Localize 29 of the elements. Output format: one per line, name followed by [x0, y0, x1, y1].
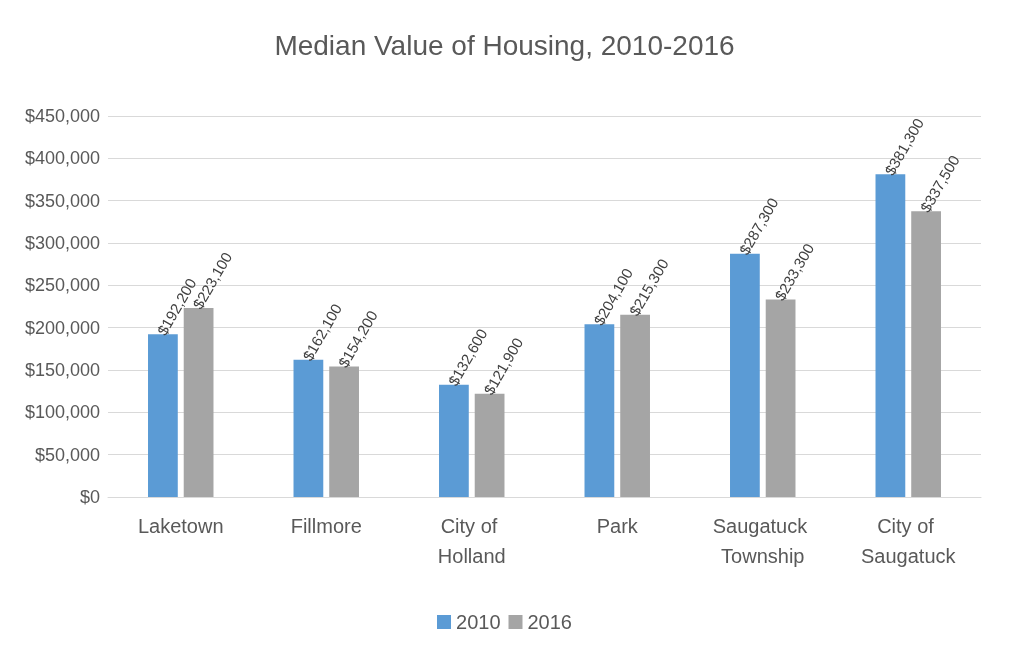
y-tick-label: $250,000 [24, 275, 100, 296]
x-tick-label: City of Saugatuck [860, 515, 957, 567]
y-tick-label: $50,000 [34, 444, 100, 465]
bar [911, 211, 941, 497]
x-tick-label: Fillmore [290, 515, 362, 537]
y-tick-label: $300,000 [24, 233, 100, 253]
y-tick-label: $450,000 [24, 106, 100, 126]
bar [293, 359, 324, 497]
bar [730, 253, 760, 497]
bar [584, 324, 615, 497]
x-tick-label: Laketown [137, 515, 224, 537]
y-tick-label: $0 [79, 487, 100, 507]
legend-label: 2016 [527, 611, 572, 633]
y-tick-label: $200,000 [24, 317, 100, 338]
x-tick-label: Saugatuck Township [712, 515, 813, 567]
bar [875, 174, 906, 497]
y-tick-label: $400,000 [24, 148, 100, 169]
bar [439, 384, 469, 497]
x-tick-label: Park [596, 515, 639, 537]
bar [765, 299, 796, 497]
legend-label: 2010 [456, 611, 501, 633]
bar [474, 393, 505, 497]
chart-title: Median Value of Housing, 2010-2016 [274, 29, 735, 61]
y-tick-label: $350,000 [24, 190, 100, 211]
x-tick-label: City of Holland [437, 515, 506, 567]
y-tick-label: $100,000 [24, 402, 100, 423]
bar [148, 334, 178, 497]
bar [329, 366, 359, 497]
y-tick-label: $150,000 [24, 360, 100, 380]
